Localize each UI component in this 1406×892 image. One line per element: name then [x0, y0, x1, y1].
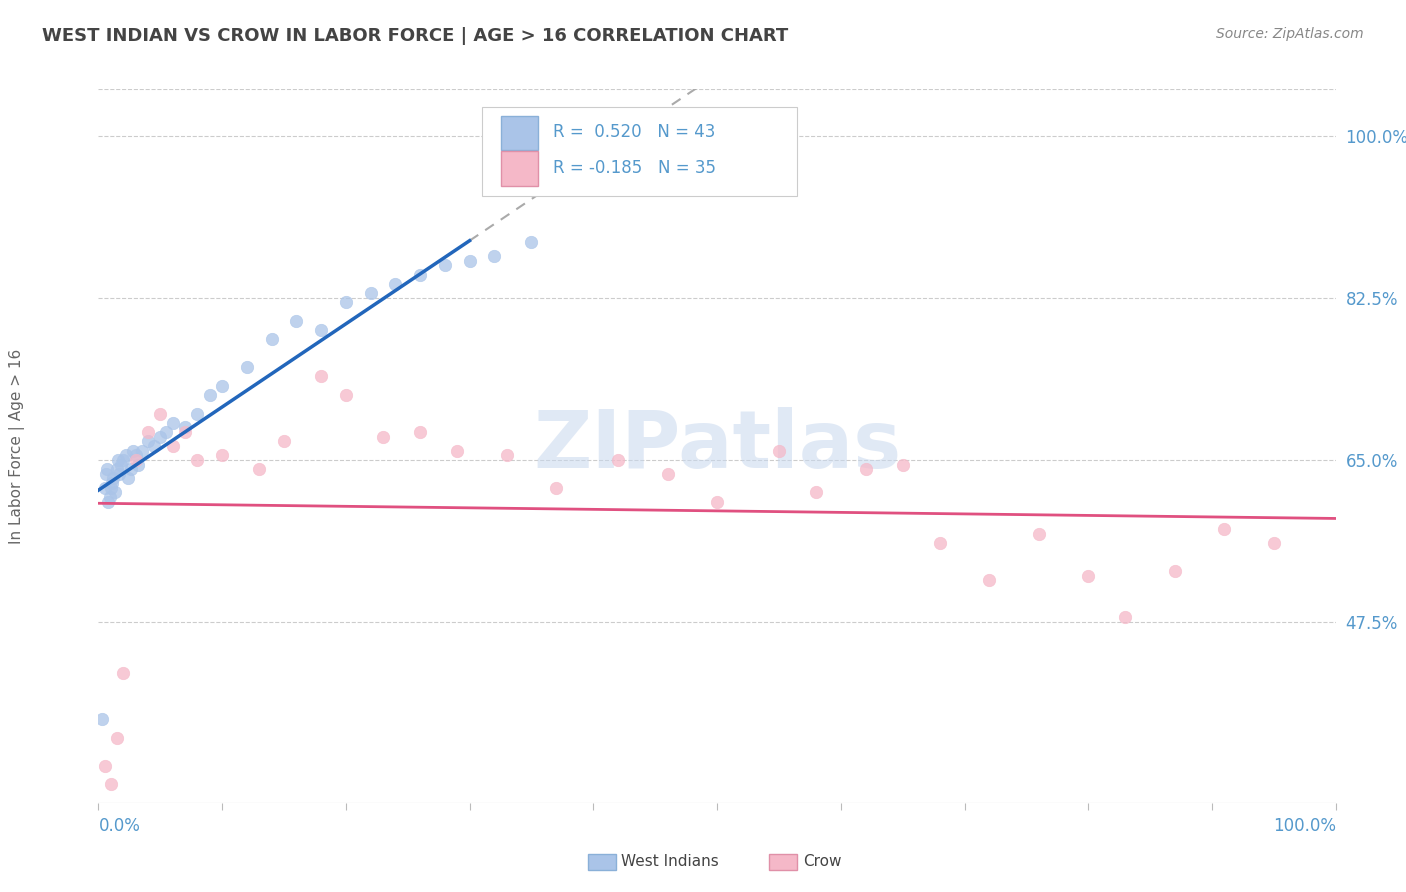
Point [149, 407, 172, 421]
Point [1263, 536, 1285, 550]
Point [236, 360, 259, 375]
Point [855, 462, 877, 476]
Point [131, 443, 153, 458]
Text: R =  0.520   N = 43: R = 0.520 N = 43 [553, 123, 714, 141]
Point [335, 295, 357, 310]
Text: WEST INDIAN VS CROW IN LABOR FORCE | AGE > 16 CORRELATION CHART: WEST INDIAN VS CROW IN LABOR FORCE | AGE… [42, 27, 789, 45]
Point [260, 333, 283, 347]
Point [546, 481, 568, 495]
FancyBboxPatch shape [482, 107, 797, 196]
Point [162, 416, 184, 430]
Point [309, 323, 332, 337]
Point [96, 462, 118, 476]
Point [211, 448, 233, 462]
Point [607, 453, 630, 467]
Point [1028, 527, 1050, 541]
Point [105, 731, 128, 745]
Point [186, 407, 208, 421]
FancyBboxPatch shape [501, 116, 537, 150]
Point [360, 286, 382, 301]
Point [162, 439, 184, 453]
Point [136, 434, 159, 449]
Point [110, 458, 132, 472]
Point [97, 494, 120, 508]
Text: In Labor Force | Age > 16: In Labor Force | Age > 16 [8, 349, 25, 543]
Point [1114, 610, 1136, 624]
Point [91, 712, 114, 726]
Point [112, 666, 135, 681]
Point [458, 253, 481, 268]
Point [273, 434, 295, 449]
Point [120, 462, 142, 476]
Point [186, 453, 208, 467]
Point [101, 476, 124, 491]
Point [107, 453, 129, 467]
Point [657, 467, 679, 481]
Point [1213, 523, 1236, 537]
Point [335, 388, 357, 402]
Point [100, 777, 122, 791]
Point [93, 758, 115, 772]
Point [484, 249, 506, 263]
Point [1077, 568, 1099, 582]
Point [891, 458, 914, 472]
Point [768, 443, 790, 458]
Point [979, 574, 1001, 588]
Point [928, 536, 950, 550]
Point [433, 258, 456, 272]
Text: West Indians: West Indians [621, 855, 720, 869]
Point [384, 277, 406, 291]
Point [285, 314, 308, 328]
Point [105, 462, 128, 476]
Point [143, 439, 166, 453]
Text: ZIPatlas: ZIPatlas [533, 407, 901, 485]
Point [103, 485, 125, 500]
Point [174, 420, 197, 434]
Point [706, 494, 728, 508]
Text: R = -0.185   N = 35: R = -0.185 N = 35 [553, 159, 716, 177]
Point [371, 430, 394, 444]
Text: 100.0%: 100.0% [1272, 817, 1336, 835]
Point [520, 235, 543, 249]
Point [103, 471, 125, 485]
Text: Crow: Crow [803, 855, 841, 869]
Point [804, 485, 827, 500]
Point [117, 471, 139, 485]
Point [124, 448, 146, 462]
Point [1164, 564, 1187, 578]
Point [93, 481, 115, 495]
FancyBboxPatch shape [501, 152, 537, 186]
Point [198, 388, 221, 402]
Point [495, 448, 517, 462]
Point [409, 425, 432, 439]
Point [149, 430, 172, 444]
Point [309, 369, 332, 384]
Point [112, 453, 135, 467]
Point [446, 443, 468, 458]
Point [108, 467, 131, 481]
Point [136, 425, 159, 439]
Text: Source: ZipAtlas.com: Source: ZipAtlas.com [1216, 27, 1364, 41]
Point [124, 453, 146, 467]
Point [127, 458, 149, 472]
Point [174, 425, 197, 439]
Text: 0.0%: 0.0% [98, 817, 141, 835]
Point [94, 467, 117, 481]
Point [98, 490, 121, 504]
Point [211, 378, 233, 392]
Point [100, 481, 122, 495]
Point [247, 462, 270, 476]
Point [122, 443, 145, 458]
Point [155, 425, 177, 439]
Point [409, 268, 432, 282]
Point [114, 448, 136, 462]
